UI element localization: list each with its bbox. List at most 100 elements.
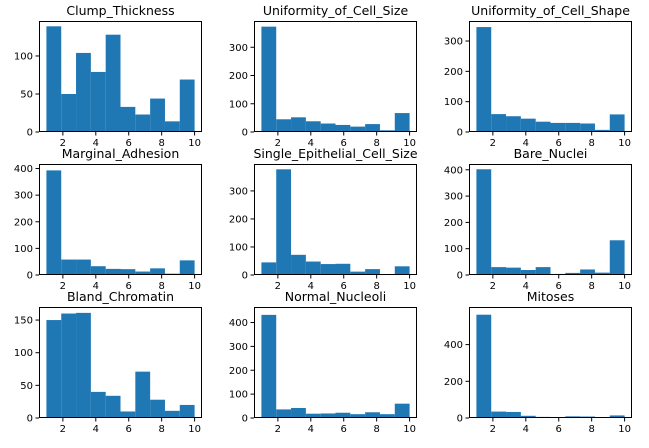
x-tick-label: 8: [373, 138, 379, 149]
y-tick-label: 100: [14, 51, 33, 62]
histogram-bar: [520, 118, 536, 132]
histogram-bar: [164, 121, 180, 132]
histogram-bar: [520, 270, 536, 275]
subplot-uniformity-of-cell-size: Uniformity_of_Cell_Size 2 4 6 8 10 0 100 200 300: [229, 3, 417, 149]
subplot-title: Mitoses: [526, 289, 575, 304]
histogram-bar: [261, 314, 277, 418]
y-tick-label: 400: [229, 318, 248, 329]
histogram-bar: [350, 271, 366, 275]
axes-frame: [469, 21, 632, 132]
histogram-bar: [90, 71, 106, 132]
histogram-bar: [491, 411, 507, 418]
subplot-bland-chromatin: Bland_Chromatin 2 4 6 8 10 0 50 100 150: [14, 289, 202, 435]
y-tick-label: 0: [457, 271, 463, 282]
y-tick-label: 300: [14, 191, 33, 202]
y-tick-label: 200: [444, 67, 463, 78]
y-tick-label: 300: [229, 186, 248, 197]
x-tick-label: 6: [341, 424, 347, 435]
histogram-bar: [594, 129, 610, 132]
subplot-title: Single_Epithelial_Cell_Size: [253, 146, 418, 161]
subplot-single-epithelial-cell-size: Single_Epithelial_Cell_Size 2 4 6 8 10 0 100 200…: [229, 146, 418, 292]
x-tick-label: 8: [588, 424, 594, 435]
y-tick-label: 50: [20, 381, 33, 392]
y-tick-label: 300: [444, 192, 463, 203]
x-tick-label: 4: [523, 138, 529, 149]
histogram-bar: [135, 371, 151, 418]
histogram-bar: [535, 121, 551, 132]
histogram-bar: [506, 411, 521, 418]
x-tick-label: 10: [188, 424, 201, 435]
histogram-bar: [609, 114, 625, 132]
y-tick-label: 200: [229, 71, 248, 82]
histogram-bar: [61, 259, 77, 275]
histogram-bar: [105, 395, 121, 418]
y-tick-label: 100: [14, 348, 33, 359]
x-tick-label: 4: [93, 281, 99, 292]
histogram-bar: [320, 413, 336, 418]
histogram-bar: [61, 313, 77, 418]
subplot-title: Uniformity_of_Cell_Size: [262, 3, 409, 18]
histogram-bar: [594, 272, 610, 275]
histogram-bar: [76, 52, 91, 133]
histogram-bar: [46, 320, 62, 418]
histogram-bar: [105, 268, 121, 275]
axes-frame: [39, 164, 202, 275]
histogram-bar: [179, 404, 195, 418]
x-tick-label: 10: [403, 138, 416, 149]
histogram-bar: [350, 414, 366, 418]
axes-frame: [39, 307, 202, 418]
y-tick-label: 100: [229, 390, 248, 401]
histogram-bar: [261, 262, 277, 275]
subplot-title: Bare_Nuclei: [513, 146, 588, 161]
axes-frame: [469, 307, 632, 418]
subplot-uniformity-of-cell-shape: Uniformity_of_Cell_Shape 2 4 6 8 10 0 100 200 300: [444, 3, 632, 149]
histogram-bar: [150, 399, 165, 418]
histogram-bar: [120, 106, 136, 132]
x-tick-label: 2: [490, 424, 496, 435]
x-tick-label: 10: [403, 424, 416, 435]
x-tick-label: 4: [93, 424, 99, 435]
y-tick-label: 300: [229, 43, 248, 54]
histogram-bar: [135, 114, 151, 132]
axes-frame: [254, 164, 417, 275]
histogram-bar: [76, 312, 91, 418]
y-tick-label: 400: [14, 164, 33, 175]
histogram-bar: [491, 114, 507, 132]
histogram-bar: [120, 269, 136, 275]
y-tick-label: 400: [444, 340, 463, 351]
x-tick-label: 2: [60, 138, 66, 149]
x-tick-label: 10: [403, 281, 416, 292]
histogram-bar: [164, 410, 180, 418]
y-tick-label: 200: [14, 217, 33, 228]
axes-frame: [469, 164, 632, 275]
y-tick-label: 100: [444, 97, 463, 108]
histogram-bar: [76, 259, 91, 275]
histogram-bar: [120, 411, 136, 418]
x-tick-label: 6: [126, 424, 132, 435]
x-tick-label: 10: [618, 424, 631, 435]
histogram-bar: [394, 113, 410, 132]
histogram-bar: [580, 269, 595, 275]
histogram-bar: [506, 267, 521, 275]
histogram-bar: [476, 169, 492, 275]
y-tick-label: 100: [14, 244, 33, 255]
subplot-bare-nuclei: Bare_Nuclei 2 4 6 8 10 0 100 200 300 400: [444, 146, 632, 292]
y-tick-label: 0: [242, 414, 248, 425]
y-tick-label: 150: [14, 316, 33, 327]
x-tick-label: 8: [373, 424, 379, 435]
x-tick-label: 2: [60, 424, 66, 435]
subplot-marginal-adhesion: Marginal_Adhesion 2 4 6 8 10 0 100 200 300 400: [14, 146, 202, 292]
histogram-bar: [135, 271, 151, 275]
axes-frame: [254, 307, 417, 418]
histogram-bar: [150, 268, 165, 275]
x-tick-label: 4: [93, 138, 99, 149]
x-tick-label: 6: [556, 138, 562, 149]
x-tick-label: 2: [490, 281, 496, 292]
